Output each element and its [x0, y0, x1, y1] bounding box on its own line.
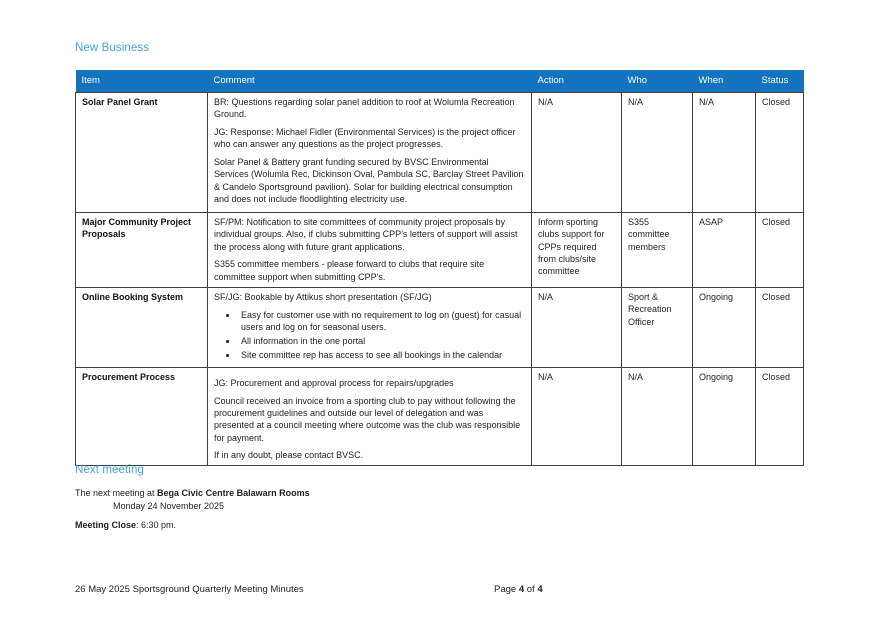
cell-action: N/A — [531, 367, 622, 466]
page-total: 4 — [537, 584, 543, 595]
bullet-item: Site committee rep has access to see all… — [238, 349, 525, 361]
cell-item: Major Community Project Proposals — [75, 212, 208, 288]
cell-who: N/A — [621, 367, 693, 466]
cell-item: Online Booking System — [75, 287, 208, 368]
meeting-close-value: : 6:30 pm. — [136, 520, 177, 530]
column-header-item: Item — [75, 70, 208, 93]
page-word: Page — [494, 584, 519, 595]
next-meeting-venue: Bega Civic Centre Balawarn Rooms — [157, 488, 310, 498]
cell-when: Ongoing — [692, 367, 756, 466]
footer-document-title: 26 May 2025 Sportsground Quarterly Meeti… — [75, 584, 304, 595]
cell-when: ASAP — [692, 212, 756, 288]
comment-paragraph: Council received an invoice from a sport… — [214, 395, 521, 443]
comment-paragraph: SF/JG: Bookable by Attikus short present… — [214, 292, 432, 302]
page-current: 4 — [518, 584, 525, 595]
cell-status: Closed — [755, 92, 804, 213]
column-header-status: Status — [755, 70, 804, 93]
footer-page-number: Page 4 of 4 — [494, 584, 543, 595]
next-meeting-location-line: The next meeting at Bega Civic Centre Ba… — [75, 487, 310, 499]
cell-when: N/A — [692, 92, 756, 213]
next-meeting-date: Monday 24 November 2025 — [113, 501, 225, 511]
cell-status: Closed — [755, 367, 804, 466]
new-business-heading: New Business — [75, 42, 150, 54]
meeting-close-line: Meeting Close: 6:30 pm. — [75, 519, 176, 531]
column-header-comment: Comment — [207, 70, 532, 93]
column-header-who: Who — [621, 70, 693, 93]
cell-who: S355 committee members — [621, 212, 693, 288]
cell-comment: SF/JG: Bookable by Attikus short present… — [207, 287, 532, 368]
cell-action: N/A — [531, 287, 622, 368]
next-meeting-prefix: The next meeting at — [75, 488, 158, 498]
comment-paragraph: JG: Procurement and approval process for… — [214, 378, 454, 388]
column-header-when: When — [692, 70, 756, 93]
comment-paragraph: S355 committee members - please forward … — [214, 259, 485, 282]
table-row-major-community-project-proposals: Major Community Project Proposals SF/PM:… — [75, 212, 804, 288]
page-of: of — [524, 584, 538, 595]
cell-action: N/A — [531, 92, 622, 213]
cell-when: Ongoing — [692, 287, 756, 368]
cell-status: Closed — [755, 287, 804, 368]
cell-comment: JG: Procurement and approval process for… — [207, 367, 532, 466]
cell-who: Sport & Recreation Officer — [621, 287, 693, 368]
new-business-table: Item Comment Action Who When Status Sola… — [75, 70, 804, 466]
cell-comment: SF/PM: Notification to site committees o… — [207, 212, 532, 288]
comment-bullet-list: Easy for customer use with no requiremen… — [214, 309, 525, 361]
bullet-item: Easy for customer use with no requiremen… — [238, 309, 525, 334]
cell-item: Procurement Process — [75, 367, 208, 466]
table-row-procurement-process: Procurement Process JG: Procurement and … — [75, 367, 804, 466]
table-header-row: Item Comment Action Who When Status — [75, 70, 804, 93]
cell-status: Closed — [755, 212, 804, 288]
bullet-item: All information in the one portal — [238, 335, 525, 347]
cell-who: N/A — [621, 92, 693, 213]
comment-paragraph: JG: Response: Michael Fidler (Environmen… — [214, 127, 516, 150]
cell-comment: BR: Questions regarding solar panel addi… — [207, 92, 532, 213]
comment-paragraph: If in any doubt, please contact BVSC. — [214, 450, 364, 461]
meeting-close-label: Meeting Close — [75, 520, 137, 530]
comment-paragraph: SF/PM: Notification to site committees o… — [214, 217, 518, 252]
comment-paragraph: BR: Questions regarding solar panel addi… — [214, 97, 515, 120]
table-row-online-booking-system: Online Booking System SF/JG: Bookable by… — [75, 287, 804, 368]
table-row-solar-panel-grant: Solar Panel Grant BR: Questions regardin… — [75, 92, 804, 213]
cell-action: Inform sporting clubs support for CPPs r… — [531, 212, 622, 288]
column-header-action: Action — [531, 70, 622, 93]
comment-paragraph: Solar Panel & Battery grant funding secu… — [214, 157, 524, 205]
cell-item: Solar Panel Grant — [75, 92, 208, 213]
next-meeting-heading: Next meeting — [75, 464, 144, 476]
